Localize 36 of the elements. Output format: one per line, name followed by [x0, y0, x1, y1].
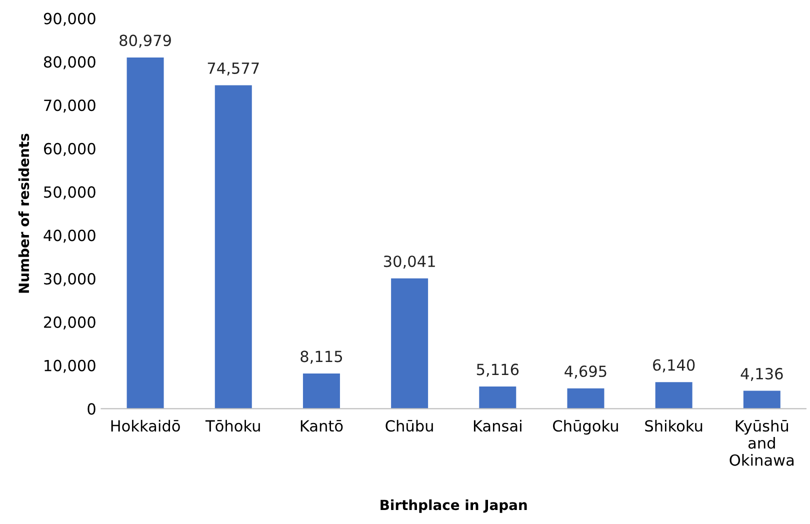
data-label: 8,115 [300, 350, 342, 364]
y-axis-title: Number of residents [18, 134, 30, 293]
x-tick-label: Kyūshū and Okinawa [730, 420, 794, 466]
y-tick-label: 60,000 [44, 142, 96, 156]
x-tick-label: Chūbu [386, 420, 433, 432]
y-tick-label: 70,000 [44, 100, 96, 113]
y-tick-label: 20,000 [44, 316, 96, 330]
data-label: 4,695 [564, 366, 606, 379]
bar [655, 382, 692, 409]
data-label: 74,577 [208, 62, 259, 76]
y-tick-label: 50,000 [44, 186, 96, 200]
x-tick-label: Chūgoku [553, 420, 618, 435]
data-label: 30,041 [384, 256, 435, 269]
data-label: 6,140 [653, 359, 695, 372]
bar [479, 386, 516, 409]
bar [126, 57, 164, 409]
x-tick-label: Tōhoku [205, 420, 260, 432]
bar [391, 278, 428, 409]
data-label: 4,136 [740, 368, 783, 382]
bar [302, 374, 340, 409]
y-tick-label: 0 [88, 403, 96, 415]
y-tick-label: 30,000 [44, 273, 96, 286]
data-label: 5,116 [476, 364, 519, 377]
x-tick-label: Kantō [300, 420, 343, 432]
x-tick-label: Shikoku [645, 420, 702, 432]
y-tick-label: 90,000 [44, 12, 96, 26]
bar [567, 388, 604, 409]
y-tick-label: 80,000 [44, 56, 96, 70]
bar [214, 85, 252, 409]
bar [743, 390, 780, 409]
data-label: 80,979 [120, 34, 171, 48]
x-tick-label: Kansai [474, 420, 522, 432]
x-tick-label: Hokkaidō [111, 420, 180, 432]
y-tick-label: 10,000 [44, 360, 96, 373]
x-axis-title: Birthplace in Japan [380, 499, 527, 513]
y-tick-label: 40,000 [44, 230, 96, 243]
